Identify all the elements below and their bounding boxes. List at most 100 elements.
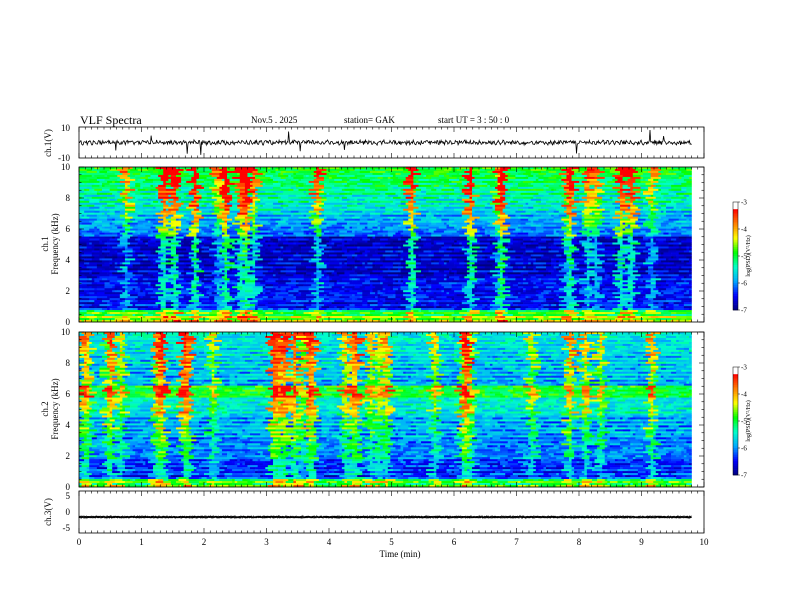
spectrogram-cell	[339, 214, 350, 217]
spectrogram-cell	[489, 202, 501, 206]
spectrogram-cell	[209, 216, 218, 219]
spectrogram-cell	[364, 210, 376, 214]
spectrogram-cell	[464, 220, 473, 223]
spectrogram-cell	[461, 230, 465, 233]
spectrogram-cell	[456, 224, 468, 227]
spectrogram-cell	[482, 190, 491, 194]
spectrogram-cell	[311, 220, 322, 223]
spectrogram-cell	[188, 232, 197, 235]
spectrogram-cell	[114, 248, 123, 251]
spectrogram-cell	[622, 254, 628, 257]
spectrogram-cell	[459, 184, 465, 188]
spectrogram-cell	[101, 184, 105, 188]
spectrogram-cell	[306, 210, 309, 214]
spectrogram-cell	[329, 228, 338, 231]
spectrogram-cell	[380, 228, 383, 231]
spectrogram-cell	[630, 176, 641, 180]
spectrogram-cell	[311, 184, 315, 188]
spectrogram-cell	[385, 208, 394, 212]
spectrogram-cell	[688, 252, 692, 255]
spectrogram-cell	[280, 254, 284, 257]
spectrogram-cell	[640, 212, 644, 215]
spectrogram-cell	[528, 202, 539, 206]
spectrogram-cell	[170, 176, 182, 180]
spectrogram-cell	[260, 182, 264, 186]
spectrogram-cell	[369, 250, 376, 253]
spectrogram-cell	[369, 167, 381, 170]
spectrogram-cell	[153, 248, 159, 251]
spectrogram-cell	[523, 172, 532, 176]
spectrogram-cell	[528, 208, 539, 212]
spectrogram-cell	[456, 182, 463, 186]
spectrogram-cell	[229, 236, 241, 239]
spectrogram-cell	[311, 248, 315, 251]
spectrogram-cell	[410, 172, 422, 176]
spectrogram-cell	[160, 248, 167, 251]
spectrogram-cell	[510, 218, 521, 221]
spectrogram-cell	[413, 240, 422, 243]
spectrogram-cell	[625, 262, 631, 265]
spectrogram-cell	[175, 194, 187, 198]
spectrogram-cell	[349, 250, 361, 253]
spectrogram-cell	[252, 220, 256, 223]
spectrogram-cell	[135, 206, 144, 210]
spectrogram-cell	[364, 258, 371, 261]
spectrogram-cell	[535, 238, 542, 241]
spectrogram-cell	[405, 178, 414, 182]
spectrogram-cell	[683, 194, 690, 198]
spectrogram-cell	[260, 198, 264, 202]
spectrogram-cell	[354, 198, 358, 202]
spectrogram-cell	[446, 204, 450, 208]
spectrogram-cell	[137, 220, 149, 223]
spectrogram-cell	[558, 222, 565, 225]
spectrogram-cell	[165, 238, 177, 241]
spectrogram-cell	[558, 256, 562, 259]
spectrogram-cell	[469, 222, 475, 225]
spectrogram-cell	[183, 168, 187, 172]
spectrogram-cell	[372, 188, 376, 192]
spectrogram-cell	[671, 196, 677, 200]
spectrogram-cell	[607, 192, 616, 196]
spectrogram-cell	[196, 252, 200, 255]
spectrogram-cell	[487, 220, 496, 223]
spectrogram-cell	[155, 242, 161, 245]
spectrogram-cell	[109, 252, 118, 255]
spectrogram-cell	[237, 232, 248, 235]
spectrogram-cell	[474, 212, 486, 215]
spectrogram-cell	[569, 194, 575, 198]
spectrogram-cell	[278, 180, 281, 184]
spectrogram-cell	[415, 186, 427, 190]
spectrogram-cell	[290, 214, 294, 217]
spectrogram-cell	[119, 180, 131, 184]
spectrogram-cell	[155, 262, 161, 265]
spectrogram-cell	[155, 226, 167, 229]
spectrogram-cell	[124, 256, 128, 259]
spectrogram-cell	[609, 232, 616, 235]
spectrogram-cell	[280, 186, 292, 190]
spectrogram-cell	[359, 178, 368, 182]
spectrogram-cell	[79, 242, 87, 245]
spectrogram-cell	[170, 240, 182, 243]
spectrogram-cell	[344, 184, 350, 188]
spectrogram-cell	[392, 226, 399, 229]
spectrogram-cell	[301, 212, 307, 215]
spectrogram-cell	[357, 190, 366, 194]
spectrogram-cell	[145, 174, 151, 178]
spectrogram-cell	[484, 262, 496, 265]
spectrogram-cell	[109, 238, 118, 241]
spectrogram-cell	[461, 196, 470, 200]
spectrogram-cell	[130, 190, 141, 194]
spectrogram-cell	[517, 200, 529, 204]
spectrogram-cell	[688, 260, 692, 263]
spectrogram-cell	[620, 192, 626, 196]
spectrogram-cell	[487, 170, 493, 174]
spectrogram-cell	[219, 172, 228, 176]
spectrogram-cell	[341, 178, 350, 182]
spectrogram-cell	[303, 192, 309, 196]
spectrogram-cell	[477, 250, 483, 253]
spectrogram-cell	[196, 182, 200, 186]
spectrogram-cell	[400, 242, 409, 245]
spectrogram-cell	[686, 184, 692, 188]
spectrogram-cell	[318, 204, 325, 208]
spectrogram-cell	[546, 236, 554, 239]
